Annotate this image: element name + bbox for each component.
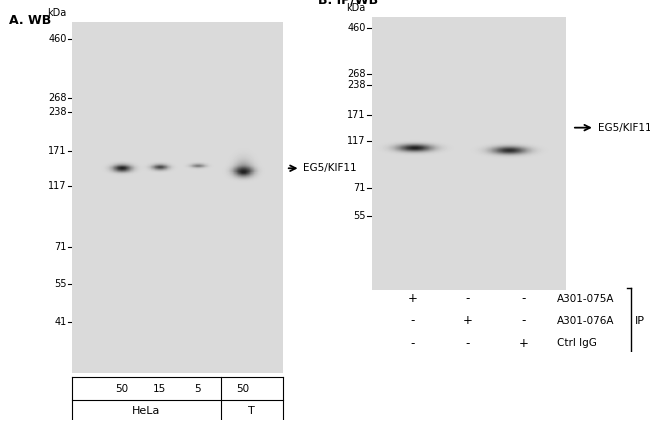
Text: +: + <box>408 292 418 305</box>
Text: 171: 171 <box>48 146 66 156</box>
Text: 55: 55 <box>353 211 365 221</box>
Text: T: T <box>248 406 255 416</box>
Text: EG5/KIF11: EG5/KIF11 <box>598 123 650 133</box>
Text: -: - <box>466 337 470 350</box>
Text: 50: 50 <box>115 384 128 393</box>
Text: 71: 71 <box>54 242 66 252</box>
Text: 71: 71 <box>353 183 365 193</box>
Text: kDa: kDa <box>47 8 66 18</box>
Text: 117: 117 <box>48 181 66 191</box>
Text: 50: 50 <box>237 384 250 393</box>
Text: -: - <box>521 314 525 327</box>
Text: +: + <box>463 314 473 327</box>
Text: +: + <box>518 337 528 350</box>
Text: kDa: kDa <box>346 3 365 13</box>
Text: -: - <box>411 337 415 350</box>
Text: Ctrl IgG: Ctrl IgG <box>558 338 597 348</box>
Text: 460: 460 <box>48 34 66 44</box>
Text: -: - <box>521 292 525 305</box>
Text: 268: 268 <box>347 69 365 79</box>
Text: 55: 55 <box>54 279 66 289</box>
Text: 41: 41 <box>54 317 66 327</box>
Text: A. WB: A. WB <box>9 14 52 27</box>
Text: -: - <box>411 314 415 327</box>
Text: B. IP/WB: B. IP/WB <box>318 0 378 7</box>
Text: -: - <box>466 292 470 305</box>
Text: 460: 460 <box>347 23 365 33</box>
Text: 15: 15 <box>153 384 166 393</box>
Text: HeLa: HeLa <box>133 406 161 416</box>
Text: 238: 238 <box>347 80 365 91</box>
Text: 171: 171 <box>347 110 365 121</box>
Text: A301-076A: A301-076A <box>558 316 615 326</box>
Text: 238: 238 <box>48 107 66 117</box>
Text: IP: IP <box>636 316 645 326</box>
Text: 268: 268 <box>48 93 66 103</box>
Text: 117: 117 <box>347 136 365 146</box>
Text: 5: 5 <box>194 384 201 393</box>
Text: EG5/KIF11: EG5/KIF11 <box>304 163 357 173</box>
Text: A301-075A: A301-075A <box>558 293 615 304</box>
